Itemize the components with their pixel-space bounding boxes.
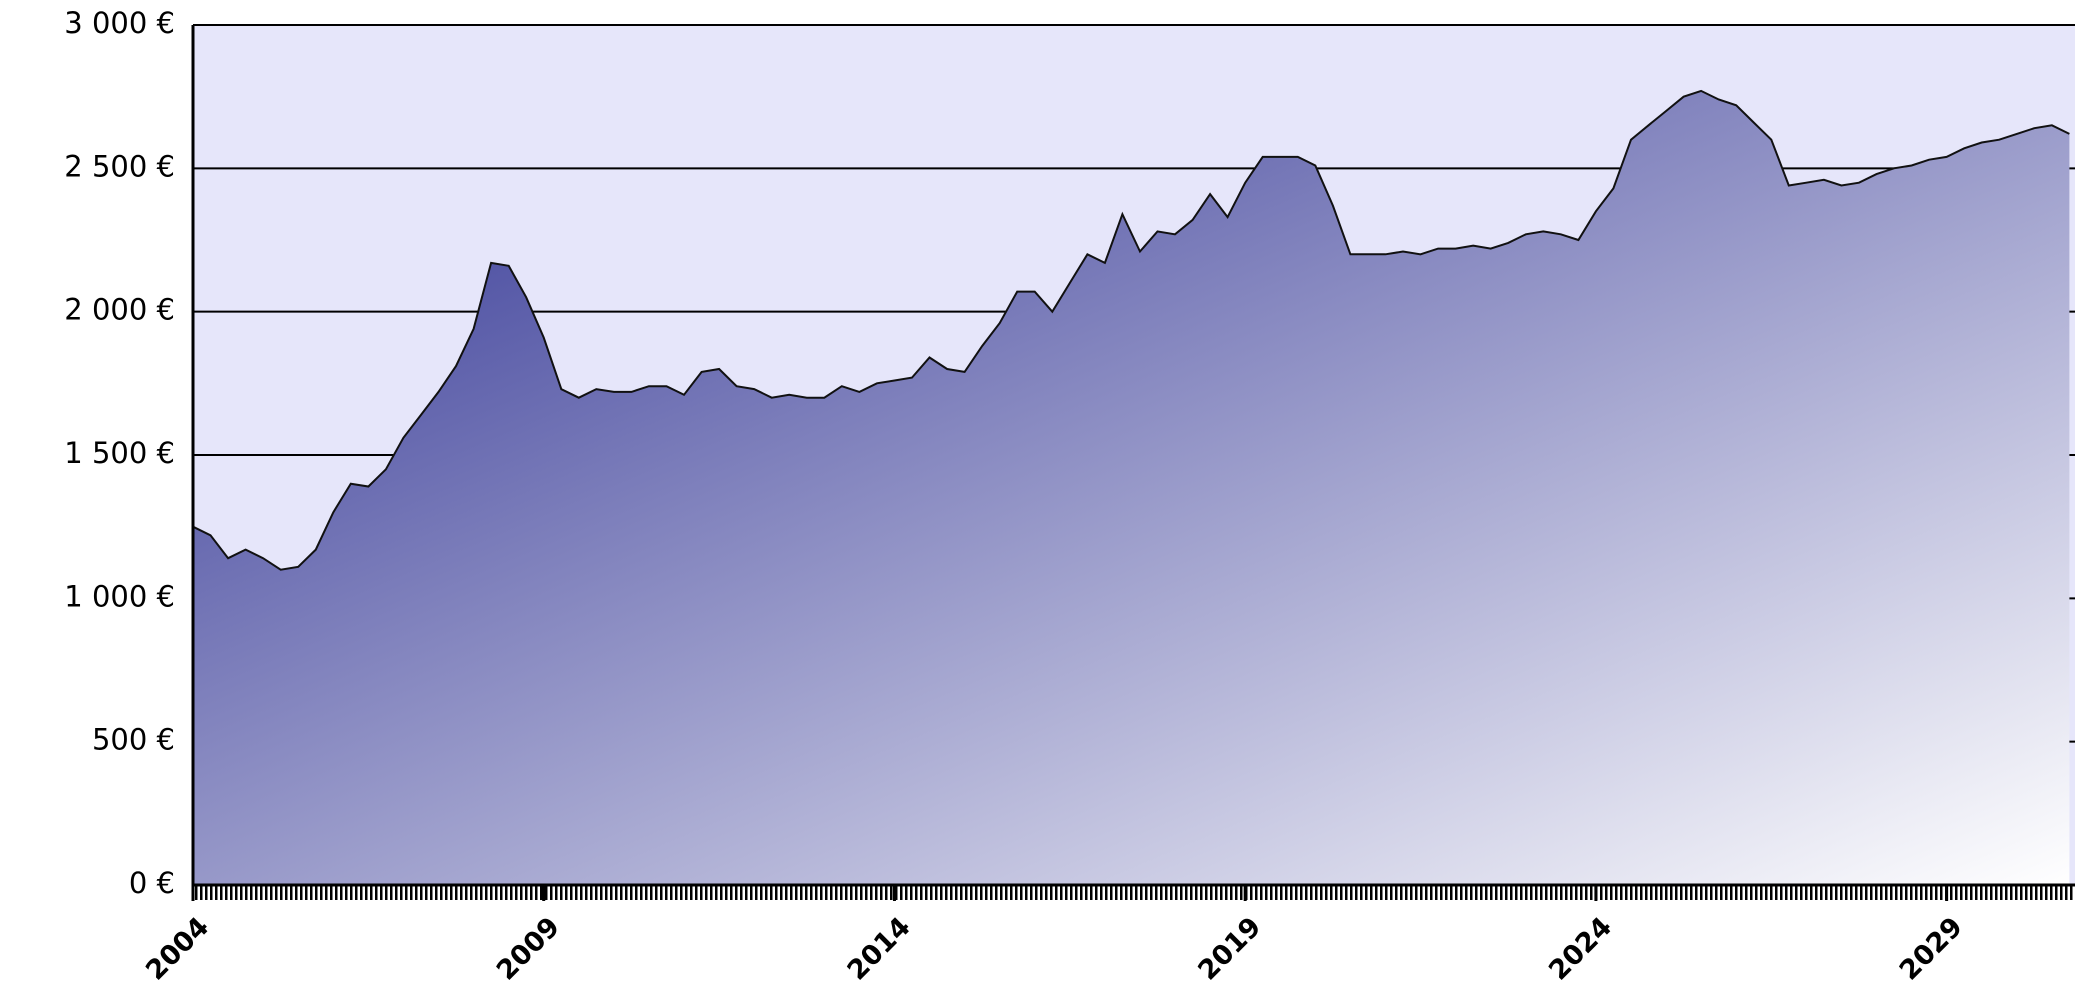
area-outline xyxy=(192,89,2070,571)
minor-ticks xyxy=(193,886,2075,900)
y-tick-label: 2 500 € xyxy=(64,149,175,183)
x-tick-label: 2019 xyxy=(1192,911,1267,986)
y-tick-label: 2 000 € xyxy=(64,293,175,327)
y-tick-label: 3 000 € xyxy=(64,6,175,40)
y-tick-label: 1 000 € xyxy=(64,579,175,613)
y-tick-label: 1 500 € xyxy=(64,436,175,470)
y-tick-label: 500 € xyxy=(92,723,175,757)
x-tick-label: 2009 xyxy=(491,911,566,986)
x-tick-label: 2029 xyxy=(1894,911,1969,986)
x-tick-label: 2024 xyxy=(1543,911,1618,986)
y-tick-label: 0 € xyxy=(129,866,175,900)
x-tick-label: 2014 xyxy=(842,911,917,986)
x-tick-label: 2004 xyxy=(140,911,215,986)
area xyxy=(193,90,2070,885)
